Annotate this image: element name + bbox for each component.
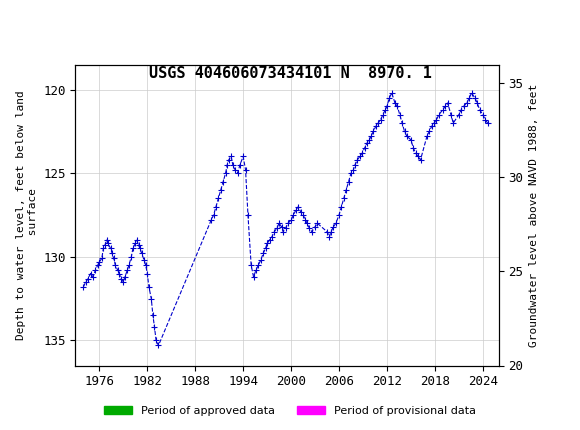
Bar: [463, 375, 467, 382]
Bar: [319, 375, 323, 382]
Bar: [327, 375, 343, 382]
Bar: [263, 375, 271, 382]
Bar: [447, 375, 455, 382]
Text: USGS 404606073434101 N  8970. 1: USGS 404606073434101 N 8970. 1: [148, 66, 432, 80]
Bar: [351, 375, 375, 382]
Bar: [431, 375, 439, 382]
Bar: [207, 375, 255, 382]
Bar: [383, 375, 395, 382]
Text: ▃USGS: ▃USGS: [12, 16, 70, 35]
Bar: [479, 375, 485, 382]
Bar: [298, 375, 306, 382]
Bar: [407, 375, 415, 382]
Legend: Period of approved data, Period of provisional data: Period of approved data, Period of provi…: [100, 401, 480, 420]
Y-axis label: Groundwater level above NAVD 1988, feet: Groundwater level above NAVD 1988, feet: [529, 83, 539, 347]
Bar: [423, 375, 427, 382]
Bar: [486, 375, 488, 382]
Bar: [279, 375, 291, 382]
Bar: [79, 375, 162, 382]
Y-axis label: Depth to water level, feet below land
 surface: Depth to water level, feet below land su…: [16, 90, 38, 340]
Bar: [471, 375, 475, 382]
